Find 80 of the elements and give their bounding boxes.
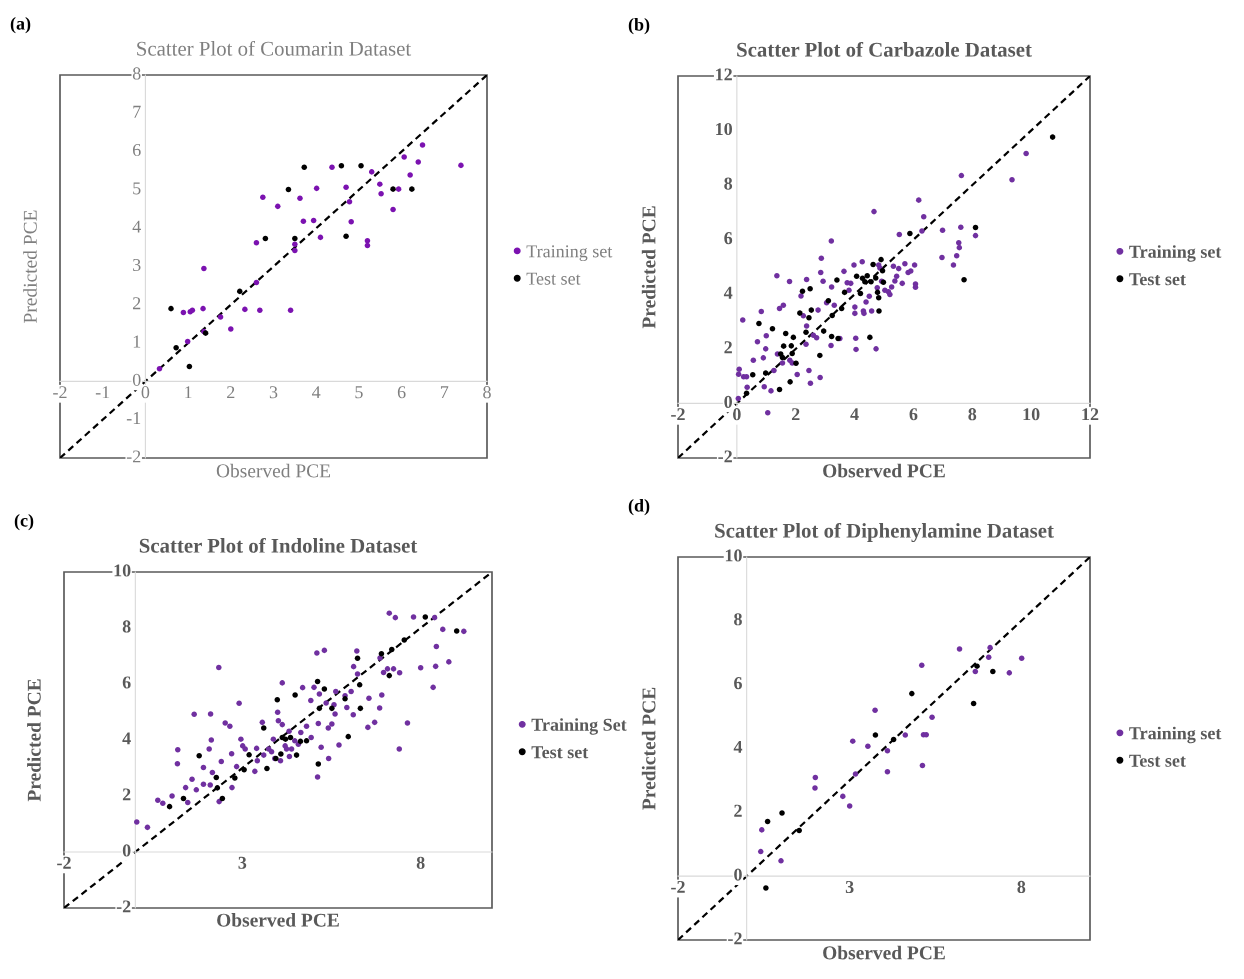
y-tick-label: 2	[133, 297, 141, 310]
x-tick-label: 0	[141, 386, 150, 399]
y-tick-label: 10	[716, 122, 732, 136]
x-tick-label: -2	[671, 880, 685, 893]
y-tick-label: 10	[114, 564, 131, 577]
x-tick-label: 2	[791, 408, 800, 421]
y-tick-label: 6	[122, 676, 131, 689]
x-tick-label: 5	[355, 386, 363, 399]
y-tick-label: -2	[718, 450, 732, 463]
y-tick-label: 4	[723, 286, 733, 299]
y-tick-label: 2	[122, 788, 131, 801]
y-tick-label: 12	[716, 68, 732, 81]
x-tick-label: -2	[671, 408, 685, 421]
text: (c)	[14, 513, 34, 531]
y-tick-label: 8	[734, 613, 742, 626]
y-axis-title: Predicted PCE	[641, 687, 656, 810]
y-tick-label: -2	[126, 450, 141, 463]
y-tick-label: 4	[733, 740, 743, 753]
y-tick-label: 6	[734, 677, 742, 690]
y-tick-label: 7	[133, 105, 141, 118]
legend-label: Training set	[1129, 726, 1222, 744]
legend-label: Test set	[1129, 273, 1186, 286]
text: (a)	[10, 16, 31, 34]
y-tick-label: 6	[132, 143, 141, 157]
y-tick-label: 4	[122, 732, 131, 745]
y-tick-label: 0	[724, 395, 732, 408]
legend-label: Test set	[531, 746, 589, 759]
y-tick-label: 0	[122, 844, 131, 857]
y-tick-label: 2	[724, 341, 732, 354]
x-tick-label: 8	[416, 856, 425, 869]
y-tick-label: 0	[132, 373, 141, 386]
y-tick-label: 1	[133, 335, 141, 348]
y-tick-label: 8	[724, 177, 733, 190]
y-tick-label: 5	[133, 182, 141, 195]
x-tick-label: 3	[845, 880, 854, 894]
y-axis-title: Predicted PCE	[23, 210, 37, 323]
text: (d)	[628, 498, 650, 516]
x-axis-title: Observed PCE	[216, 463, 331, 478]
x-tick-label: 10	[1023, 408, 1040, 421]
y-tick-label: 8	[132, 67, 141, 80]
y-tick-label: 6	[724, 232, 733, 245]
x-tick-label: 3	[269, 386, 278, 399]
legend-label: Training set	[1129, 245, 1222, 262]
x-tick-label: 4	[312, 386, 321, 399]
x-tick-label: 12	[1082, 408, 1099, 421]
text: (b)	[628, 17, 650, 35]
legend-label: Training Set	[531, 718, 627, 735]
x-tick-label: -2	[57, 856, 71, 869]
y-tick-label: 8	[122, 620, 131, 633]
chart-title: Scatter Plot of Indoline Dataset	[139, 537, 418, 553]
legend-label: Test set	[526, 272, 581, 285]
y-tick-label: 4	[132, 220, 141, 233]
x-axis-title: Observed PCE	[823, 463, 945, 478]
x-tick-label: 3	[238, 856, 247, 869]
x-tick-label: -2	[53, 386, 67, 399]
chart-title: Scatter Plot of Diphenylamine Dataset	[715, 522, 1054, 543]
x-tick-label: 8	[483, 386, 491, 399]
x-tick-label: 6	[397, 386, 406, 399]
y-tick-label: -2	[116, 900, 131, 913]
legend-label: Test set	[1129, 754, 1186, 767]
chart-title: Scatter Plot of Carbazole Dataset	[737, 41, 1032, 57]
y-tick-label: 0	[734, 868, 742, 881]
chart-title: Scatter Plot of Coumarin Dataset	[137, 40, 412, 56]
x-tick-label: 8	[1017, 880, 1026, 894]
y-tick-label: 2	[734, 804, 742, 817]
x-axis-title: Observed PCE	[823, 945, 945, 960]
y-tick-label: 3	[133, 258, 141, 272]
y-tick-label: -2	[728, 932, 742, 945]
x-axis-title: Observed PCE	[217, 913, 339, 927]
y-axis-title: Predicted PCE	[641, 206, 656, 329]
x-tick-label: 1	[185, 386, 192, 399]
x-tick-label: 6	[909, 408, 918, 421]
x-tick-label: 7	[440, 386, 449, 399]
y-axis-title: Predicted PCE	[27, 679, 41, 802]
x-tick-label: -1	[95, 386, 110, 399]
x-tick-label: 4	[850, 408, 859, 421]
x-tick-label: 8	[968, 408, 977, 421]
x-tick-label: 2	[227, 386, 235, 399]
legend-label: Training set	[526, 245, 613, 262]
y-tick-label: 10	[725, 549, 742, 562]
